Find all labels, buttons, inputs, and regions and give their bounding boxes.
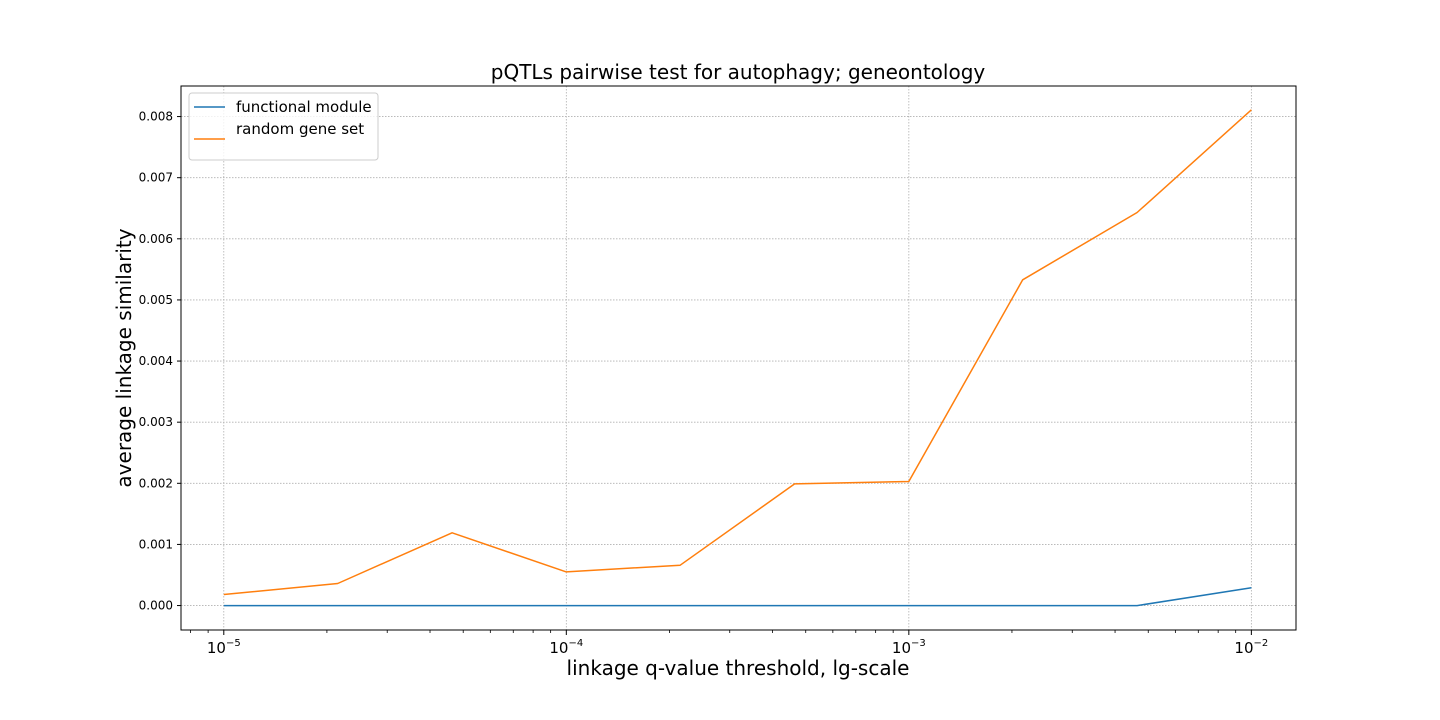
chart-title: pQTLs pairwise test for autophagy; geneo… <box>491 60 986 84</box>
legend-box <box>188 92 379 161</box>
x-tick-label: 10−3 <box>892 638 926 657</box>
y-tick-label: 0.006 <box>139 232 173 246</box>
y-tick-label: 0.001 <box>139 537 173 551</box>
plot-frame <box>180 85 1297 631</box>
x-tick-label: 10−5 <box>207 638 241 657</box>
legend: functional module random gene set <box>188 92 379 161</box>
y-tick-label: 0.008 <box>139 110 173 124</box>
legend-label-2: random gene set <box>236 120 364 138</box>
y-tick-label: 0.007 <box>139 171 173 185</box>
legend-label-1: functional module <box>236 98 372 116</box>
series-line-1 <box>223 587 1252 607</box>
y-tick-label: 0.000 <box>139 599 173 613</box>
ticks: 0.000 0.001 0.002 0.003 0.004 0.005 0.006 0.007… <box>139 110 1269 657</box>
x-axis-label: linkage q-value threshold, lg-scale <box>567 656 910 680</box>
grid <box>181 86 1296 630</box>
x-tick-label: 10−4 <box>549 638 583 657</box>
y-tick-label: 0.003 <box>139 415 173 429</box>
y-tick-label: 0.005 <box>139 293 173 307</box>
y-tick-label: 0.004 <box>139 354 173 368</box>
series-line-2 <box>223 109 1252 596</box>
series-lines <box>223 109 1252 607</box>
x-tick-label: 10−2 <box>1234 638 1268 657</box>
y-tick-label: 0.002 <box>139 476 173 490</box>
y-axis-label: average linkage similarity <box>112 228 136 487</box>
